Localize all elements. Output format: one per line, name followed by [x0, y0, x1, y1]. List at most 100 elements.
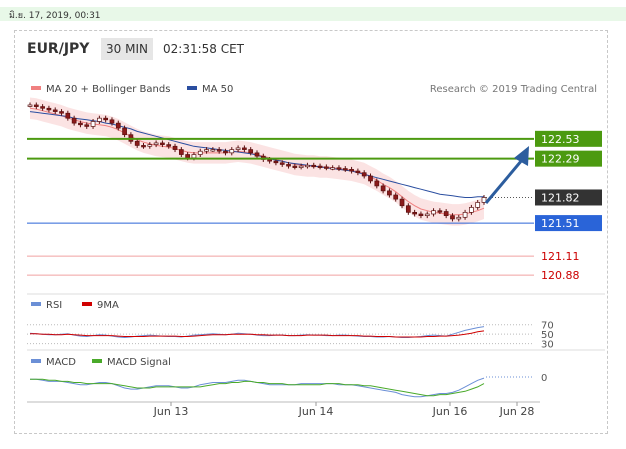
candle-body [115, 122, 121, 129]
candle-body [317, 165, 323, 168]
candle-body [172, 145, 178, 150]
candle-body [71, 117, 77, 124]
rsi-tick-label: 30 [541, 340, 554, 351]
candle-body [475, 202, 481, 208]
candle-body [254, 152, 260, 157]
resistance-label-box [535, 130, 602, 147]
candle-body [380, 185, 386, 192]
candle-body [59, 111, 64, 114]
candle-body [374, 180, 380, 187]
ma20-legend-swatch [31, 86, 41, 90]
x-axis-ticks: Jun 13 Jun 14 Jun 16 Jun 28 [153, 402, 535, 418]
candle-body [78, 122, 83, 126]
candle-body [122, 127, 127, 136]
candle-body [450, 215, 455, 220]
candle-body [52, 109, 58, 112]
candle-body [349, 169, 354, 172]
candle-body [412, 211, 417, 215]
candle-body [273, 160, 279, 164]
macd-grid: 0 [486, 373, 547, 384]
level-lines [27, 137, 534, 276]
candle-body [65, 112, 71, 119]
rsi-legend-swatch [31, 302, 41, 306]
candle-body [311, 164, 317, 168]
level-label-text: 122.53 [541, 133, 580, 146]
candle-body [242, 147, 247, 150]
candle-body [204, 149, 209, 152]
candlesticks [27, 102, 487, 222]
candle-body [405, 205, 411, 213]
macd-legend-label: MACD [46, 357, 76, 368]
candle-body [292, 165, 298, 168]
candle-body [431, 210, 436, 215]
candle-body [103, 117, 109, 121]
candle-body [267, 159, 272, 162]
forecast-arrow-line [484, 159, 524, 204]
level-labels: 122.53 122.29 121.82 121.51 121.11 120.88 [535, 130, 602, 282]
candle-body [33, 104, 39, 107]
date-bar: มิ.ย. 17, 2019, 00:31 [0, 7, 626, 21]
candle-body [393, 194, 399, 200]
candle-body [305, 164, 310, 168]
rsi-tick-label: 50 [541, 330, 554, 341]
candle-body [342, 168, 348, 171]
candle-body [197, 150, 203, 155]
macd-signal-legend-swatch [92, 359, 102, 363]
candle-body [324, 166, 329, 169]
candle-body [90, 121, 96, 127]
candle-body [166, 144, 172, 147]
last-price-label-box [535, 189, 602, 206]
candle-body [229, 149, 235, 154]
date-text: มิ.ย. 17, 2019, 00:31 [9, 11, 101, 21]
candle-body [141, 145, 146, 148]
x-tick-label: Jun 28 [499, 405, 535, 418]
candle-body [210, 149, 216, 152]
candle-body [134, 140, 140, 146]
candle-body [191, 154, 197, 159]
candle-body [361, 172, 367, 177]
rsi-ma-line [30, 330, 485, 338]
candle-body [178, 149, 184, 155]
level-label-text: 122.29 [541, 153, 580, 166]
candle-body [481, 197, 487, 203]
timeframe-badge[interactable]: 30 MIN [101, 38, 153, 60]
instrument-title: EUR/JPY [27, 41, 90, 57]
level-label-text: 120.88 [541, 269, 580, 282]
candle-body [469, 207, 474, 213]
x-tick-label: Jun 14 [298, 405, 334, 418]
level-label-text: 121.82 [541, 191, 580, 204]
candle-body [462, 211, 468, 218]
candle-body [160, 142, 165, 145]
candle-body [456, 216, 462, 220]
candle-body [97, 117, 102, 122]
rsi-ma-legend-label: 9MA [97, 300, 119, 311]
chart-frame [14, 30, 608, 434]
rsi-lines [29, 326, 485, 339]
x-tick-label: Jun 13 [153, 405, 189, 418]
resistance-label-box [535, 150, 602, 167]
rsi-ma-legend-swatch [82, 302, 92, 306]
candle-body [223, 150, 228, 154]
candle-body [248, 149, 254, 154]
candle-body [40, 106, 45, 109]
candle-body [336, 167, 342, 170]
candle-body [368, 175, 373, 182]
x-tick-label: Jun 16 [432, 405, 468, 418]
candle-body [27, 104, 33, 107]
bollinger-band-area [30, 97, 484, 226]
candle-body [46, 107, 52, 111]
candle-body [418, 213, 424, 217]
candle-body [153, 142, 159, 145]
candle-body [399, 198, 405, 207]
candle-body [216, 149, 222, 152]
forecast-arrow-head [514, 146, 529, 166]
candle-body [286, 164, 291, 167]
macd-signal-legend-label: MACD Signal [107, 357, 171, 368]
ma50-legend-label: MA 50 [202, 84, 233, 95]
level-label-text: 121.51 [541, 217, 580, 230]
candle-body [147, 144, 153, 147]
macd-lines [30, 377, 485, 398]
candle-body [84, 124, 90, 127]
candle-body [437, 210, 443, 213]
